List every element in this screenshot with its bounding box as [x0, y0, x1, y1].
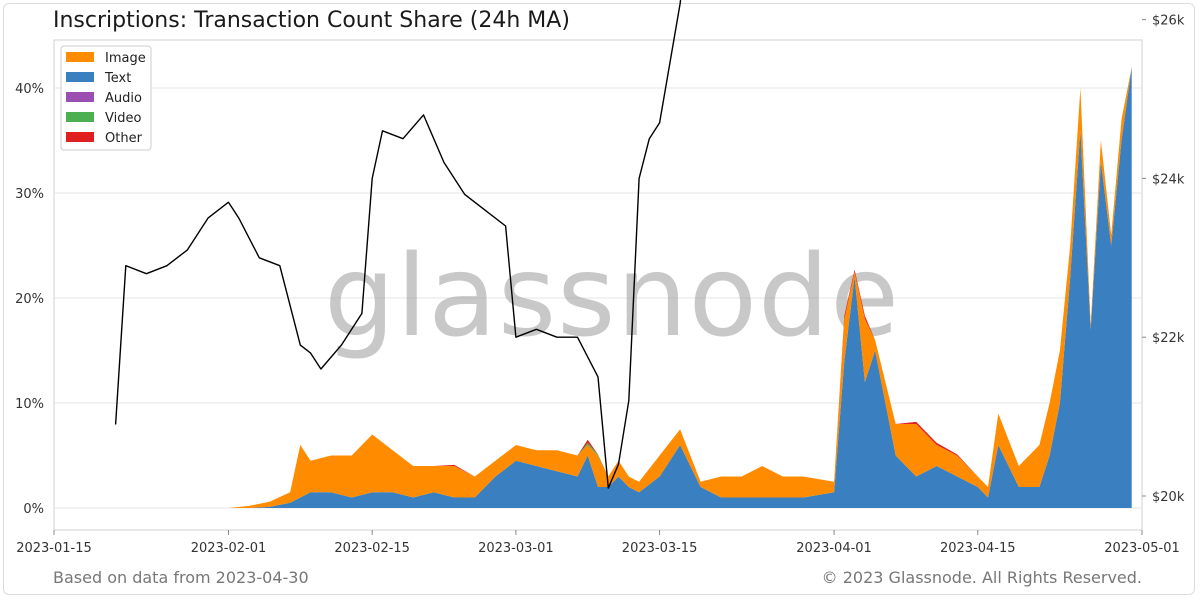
legend-label-audio: Audio [105, 91, 142, 106]
copyright-note: © 2023 Glassnode. All Rights Reserved. [821, 568, 1142, 587]
axes: 0%10%20%30%40%$20k$22k$24k$26k$28k$30k20… [15, 14, 1185, 556]
y-left-tick-label: 0% [23, 502, 44, 517]
y-right-tick-label: $20k [1152, 490, 1185, 505]
area-text [115, 67, 1132, 508]
legend-label-image: Image [105, 51, 146, 66]
legend-swatch-image [66, 52, 94, 62]
chart-title: Inscriptions: Transaction Count Share (2… [53, 8, 570, 33]
price-line [114, 0, 682, 489]
chart-frame [3, 3, 1195, 595]
y-right-tick-label: $26k [1152, 14, 1185, 29]
y-right-tick-label: $24k [1152, 172, 1185, 187]
y-left-tick-label: 20% [15, 292, 44, 307]
x-tick-label: 2023-01-15 [16, 541, 92, 556]
x-tick-label: 2023-03-15 [622, 541, 698, 556]
legend-label-video: Video [105, 111, 141, 126]
price-series [114, 0, 682, 489]
x-tick-label: 2023-04-15 [940, 541, 1016, 556]
area-image [115, 67, 1132, 508]
y-right-tick-label: $22k [1152, 331, 1185, 346]
legend-swatch-audio [66, 92, 94, 102]
y-left-tick-label: 30% [15, 187, 44, 202]
legend-swatch-text [66, 72, 94, 82]
legend-label-text: Text [104, 71, 131, 86]
legend: Image Text Audio Video Other [60, 45, 152, 151]
x-tick-label: 2023-04-01 [796, 541, 872, 556]
legend-swatch-other [66, 132, 94, 142]
x-tick-label: 2023-03-01 [478, 541, 554, 556]
x-tick-label: 2023-02-01 [191, 541, 267, 556]
x-tick-label: 2023-05-01 [1104, 541, 1180, 556]
source-note: Based on data from 2023-04-30 [53, 568, 309, 587]
plot-border [53, 39, 1143, 531]
y-left-tick-label: 40% [15, 82, 44, 97]
legend-swatch-video [66, 112, 94, 122]
watermark-text: glassnode [324, 232, 900, 362]
area-series [115, 67, 1132, 508]
legend-label-other: Other [105, 131, 143, 146]
x-tick-label: 2023-02-15 [334, 541, 410, 556]
y-left-tick-label: 10% [15, 397, 44, 412]
